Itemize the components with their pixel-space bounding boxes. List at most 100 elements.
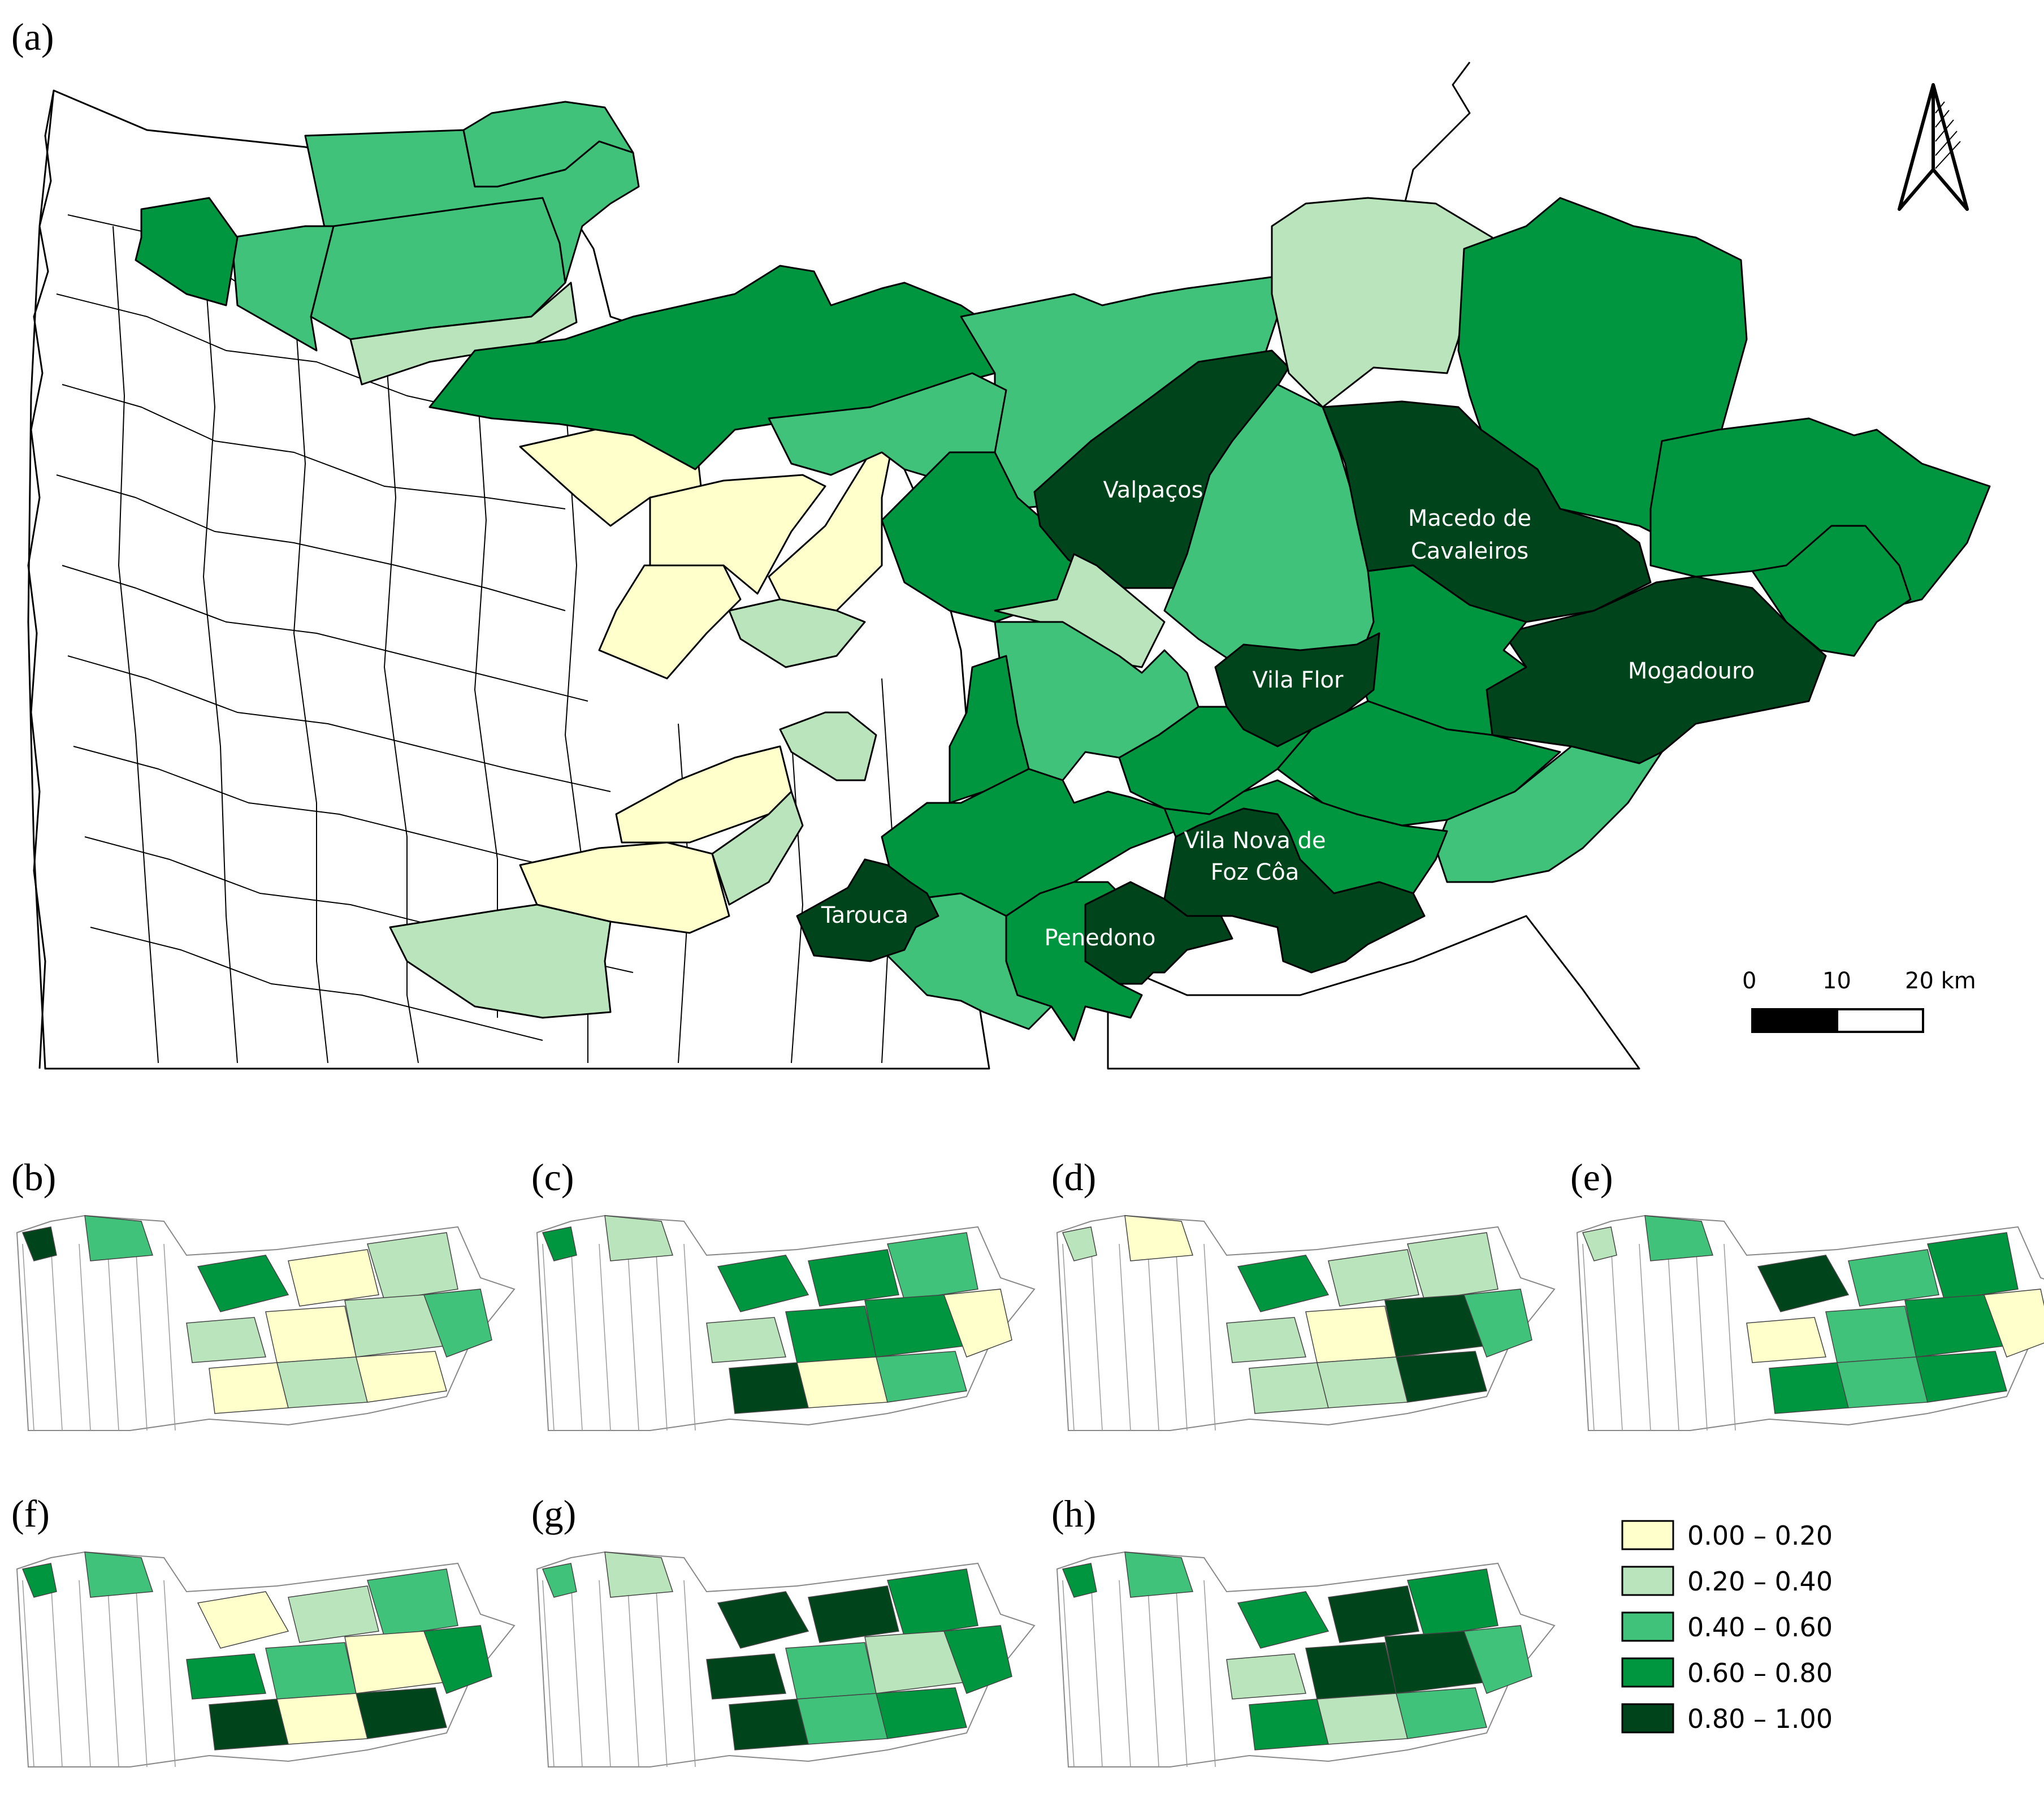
small-map-region bbox=[1582, 1226, 1617, 1261]
municipality bbox=[1163, 807, 1426, 974]
small-map-region bbox=[1916, 1351, 2007, 1403]
panel-label-d: (d) bbox=[1051, 1156, 1096, 1199]
small-map-region bbox=[876, 1687, 967, 1739]
small-map-boundary bbox=[683, 1243, 696, 1431]
small-map-region bbox=[197, 1255, 289, 1312]
small-map-region bbox=[1305, 1306, 1397, 1363]
small-map-boundary bbox=[570, 1580, 583, 1767]
municipality bbox=[135, 197, 239, 306]
small-map-region bbox=[265, 1306, 357, 1363]
small-map-f bbox=[16, 1551, 516, 1767]
small-map-region bbox=[729, 1698, 809, 1751]
small-map-region bbox=[21, 1563, 57, 1598]
label-penedono: Penedono bbox=[1045, 925, 1156, 951]
municipality bbox=[1649, 417, 1991, 612]
small-map-boundary bbox=[22, 1243, 34, 1431]
small-map-region bbox=[1927, 1232, 2019, 1301]
small-map-region bbox=[796, 1356, 888, 1408]
small-map-region bbox=[1237, 1591, 1330, 1649]
label-vila-flor: Vila Flor bbox=[1253, 667, 1344, 693]
small-map-region bbox=[1328, 1249, 1419, 1307]
small-map-region bbox=[209, 1698, 289, 1751]
small-map-boundary bbox=[655, 1243, 668, 1431]
panel-label-c: (c) bbox=[531, 1156, 574, 1199]
small-map-boundary bbox=[1610, 1243, 1623, 1431]
small-map-region bbox=[1226, 1653, 1306, 1700]
small-map-boundary bbox=[627, 1243, 639, 1431]
panel-label-f: (f) bbox=[11, 1492, 50, 1535]
municipality bbox=[728, 598, 866, 668]
small-map-region bbox=[796, 1693, 888, 1745]
small-map-d bbox=[1056, 1214, 1556, 1431]
small-map-boundary bbox=[1723, 1243, 1736, 1431]
small-map-region bbox=[288, 1585, 379, 1643]
panel-label-a: (a) bbox=[11, 15, 54, 58]
legend-label: 0.80 – 1.00 bbox=[1687, 1704, 1833, 1734]
small-map-h bbox=[1056, 1551, 1556, 1767]
small-map-e bbox=[1576, 1214, 2044, 1431]
small-map-region bbox=[186, 1317, 266, 1363]
small-map-region bbox=[943, 1289, 1012, 1358]
legend-label: 0.20 – 0.40 bbox=[1687, 1566, 1833, 1597]
municipality bbox=[428, 265, 996, 470]
small-map-region bbox=[1407, 1568, 1499, 1637]
small-map-boundary bbox=[1147, 1243, 1159, 1431]
legend-swatch bbox=[1621, 1657, 1674, 1688]
small-map-region bbox=[706, 1317, 786, 1363]
small-map-boundary bbox=[683, 1580, 696, 1767]
small-map-region bbox=[1463, 1289, 1532, 1358]
small-map-region bbox=[1463, 1625, 1532, 1694]
small-map-boundary bbox=[1175, 1580, 1188, 1767]
small-map-boundary bbox=[599, 1580, 611, 1767]
small-map-boundary bbox=[1062, 1243, 1075, 1431]
small-map-boundary bbox=[1695, 1243, 1708, 1431]
small-map-region bbox=[423, 1625, 492, 1694]
municipality-boundary bbox=[1107, 915, 1640, 1070]
small-map-boundary bbox=[1175, 1243, 1188, 1431]
coastline bbox=[27, 90, 55, 1069]
small-map-c bbox=[536, 1214, 1036, 1431]
small-map-region bbox=[1396, 1687, 1487, 1739]
small-map-region bbox=[706, 1653, 786, 1700]
legend-swatch bbox=[1621, 1520, 1674, 1550]
small-map-b bbox=[16, 1214, 516, 1431]
small-map-region bbox=[288, 1249, 379, 1307]
legend-label: 0.00 – 0.20 bbox=[1687, 1520, 1833, 1551]
municipality bbox=[1322, 400, 1652, 623]
small-map-region bbox=[876, 1351, 967, 1403]
scale-bar: 0 10 20 km bbox=[1742, 968, 1976, 1033]
small-map-region bbox=[1757, 1255, 1850, 1312]
legend-label: 0.60 – 0.80 bbox=[1687, 1658, 1833, 1688]
small-map-region bbox=[276, 1356, 368, 1408]
small-map-region bbox=[197, 1591, 289, 1649]
small-map-region bbox=[717, 1591, 809, 1649]
legend-swatch bbox=[1621, 1703, 1674, 1734]
municipality bbox=[796, 858, 939, 962]
label-foz-coa-line1: Vila Nova de bbox=[1184, 828, 1326, 854]
small-map-region bbox=[1124, 1215, 1194, 1261]
legend: 0.00 – 0.20 0.20 – 0.40 0.40 – 0.60 0.60 – … bbox=[1621, 1520, 1833, 1734]
small-map-boundary bbox=[22, 1580, 34, 1767]
small-map-g bbox=[536, 1551, 1036, 1767]
small-map-boundary bbox=[163, 1580, 176, 1767]
small-map-boundary bbox=[79, 1243, 91, 1431]
municipality bbox=[1005, 881, 1143, 1041]
small-map-region bbox=[84, 1215, 154, 1261]
small-map-region bbox=[1407, 1232, 1499, 1301]
small-map-boundary bbox=[570, 1243, 583, 1431]
panel-label-g: (g) bbox=[531, 1492, 576, 1535]
map-labels: Valpaços Macedo de Cavaleiros Mogadouro … bbox=[821, 477, 1755, 951]
municipality bbox=[1435, 745, 1663, 883]
small-map-region bbox=[1226, 1317, 1306, 1363]
scale-tick-20km: 20 km bbox=[1905, 968, 1976, 994]
small-map-boundary bbox=[1119, 1580, 1131, 1767]
small-map-boundary bbox=[542, 1243, 555, 1431]
small-map-region bbox=[604, 1551, 674, 1598]
legend-swatch bbox=[1621, 1611, 1674, 1642]
legend-label: 0.40 – 0.60 bbox=[1687, 1612, 1833, 1643]
label-mogadouro: Mogadouro bbox=[1628, 658, 1755, 684]
small-map-region bbox=[1769, 1362, 1849, 1414]
small-map-boundary bbox=[1582, 1243, 1595, 1431]
small-map-boundary bbox=[107, 1580, 119, 1767]
small-map-region bbox=[1396, 1351, 1487, 1403]
